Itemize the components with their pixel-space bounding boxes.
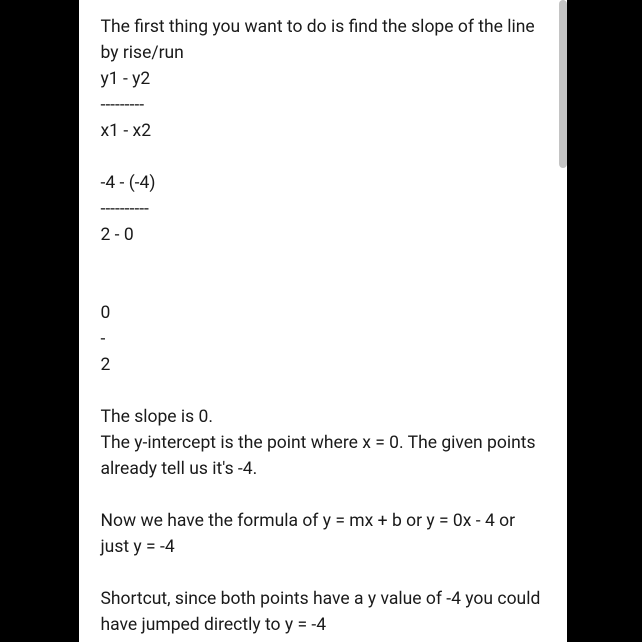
- text-line: y1 - y2: [101, 66, 545, 92]
- blank-line: [101, 560, 545, 586]
- text-line: ---------: [101, 92, 545, 118]
- text-line: x1 - x2: [101, 118, 545, 144]
- text-line: 2 - 0: [101, 222, 545, 248]
- scrollbar[interactable]: [557, 0, 565, 642]
- scrollbar-thumb[interactable]: [559, 0, 567, 168]
- blank-line: [101, 378, 545, 404]
- text-line: 2: [101, 352, 545, 378]
- blank-line: [101, 144, 545, 170]
- document-panel: The first thing you want to do is find t…: [79, 0, 567, 642]
- text-line: Now we have the formula of y = mx + b or…: [101, 508, 545, 560]
- blank-line: [101, 248, 545, 274]
- document-text: The first thing you want to do is find t…: [101, 14, 545, 638]
- text-line: Shortcut, since both points have a y val…: [101, 586, 545, 638]
- text-line: The slope is 0.: [101, 404, 545, 430]
- blank-line: [101, 482, 545, 508]
- text-line: 0: [101, 300, 545, 326]
- text-line: -: [101, 326, 545, 352]
- blank-line: [101, 274, 545, 300]
- text-line: The first thing you want to do is find t…: [101, 14, 545, 66]
- text-line: ----------: [101, 196, 545, 222]
- text-line: -4 - (-4): [101, 170, 545, 196]
- text-line: The y-intercept is the point where x = 0…: [101, 430, 545, 482]
